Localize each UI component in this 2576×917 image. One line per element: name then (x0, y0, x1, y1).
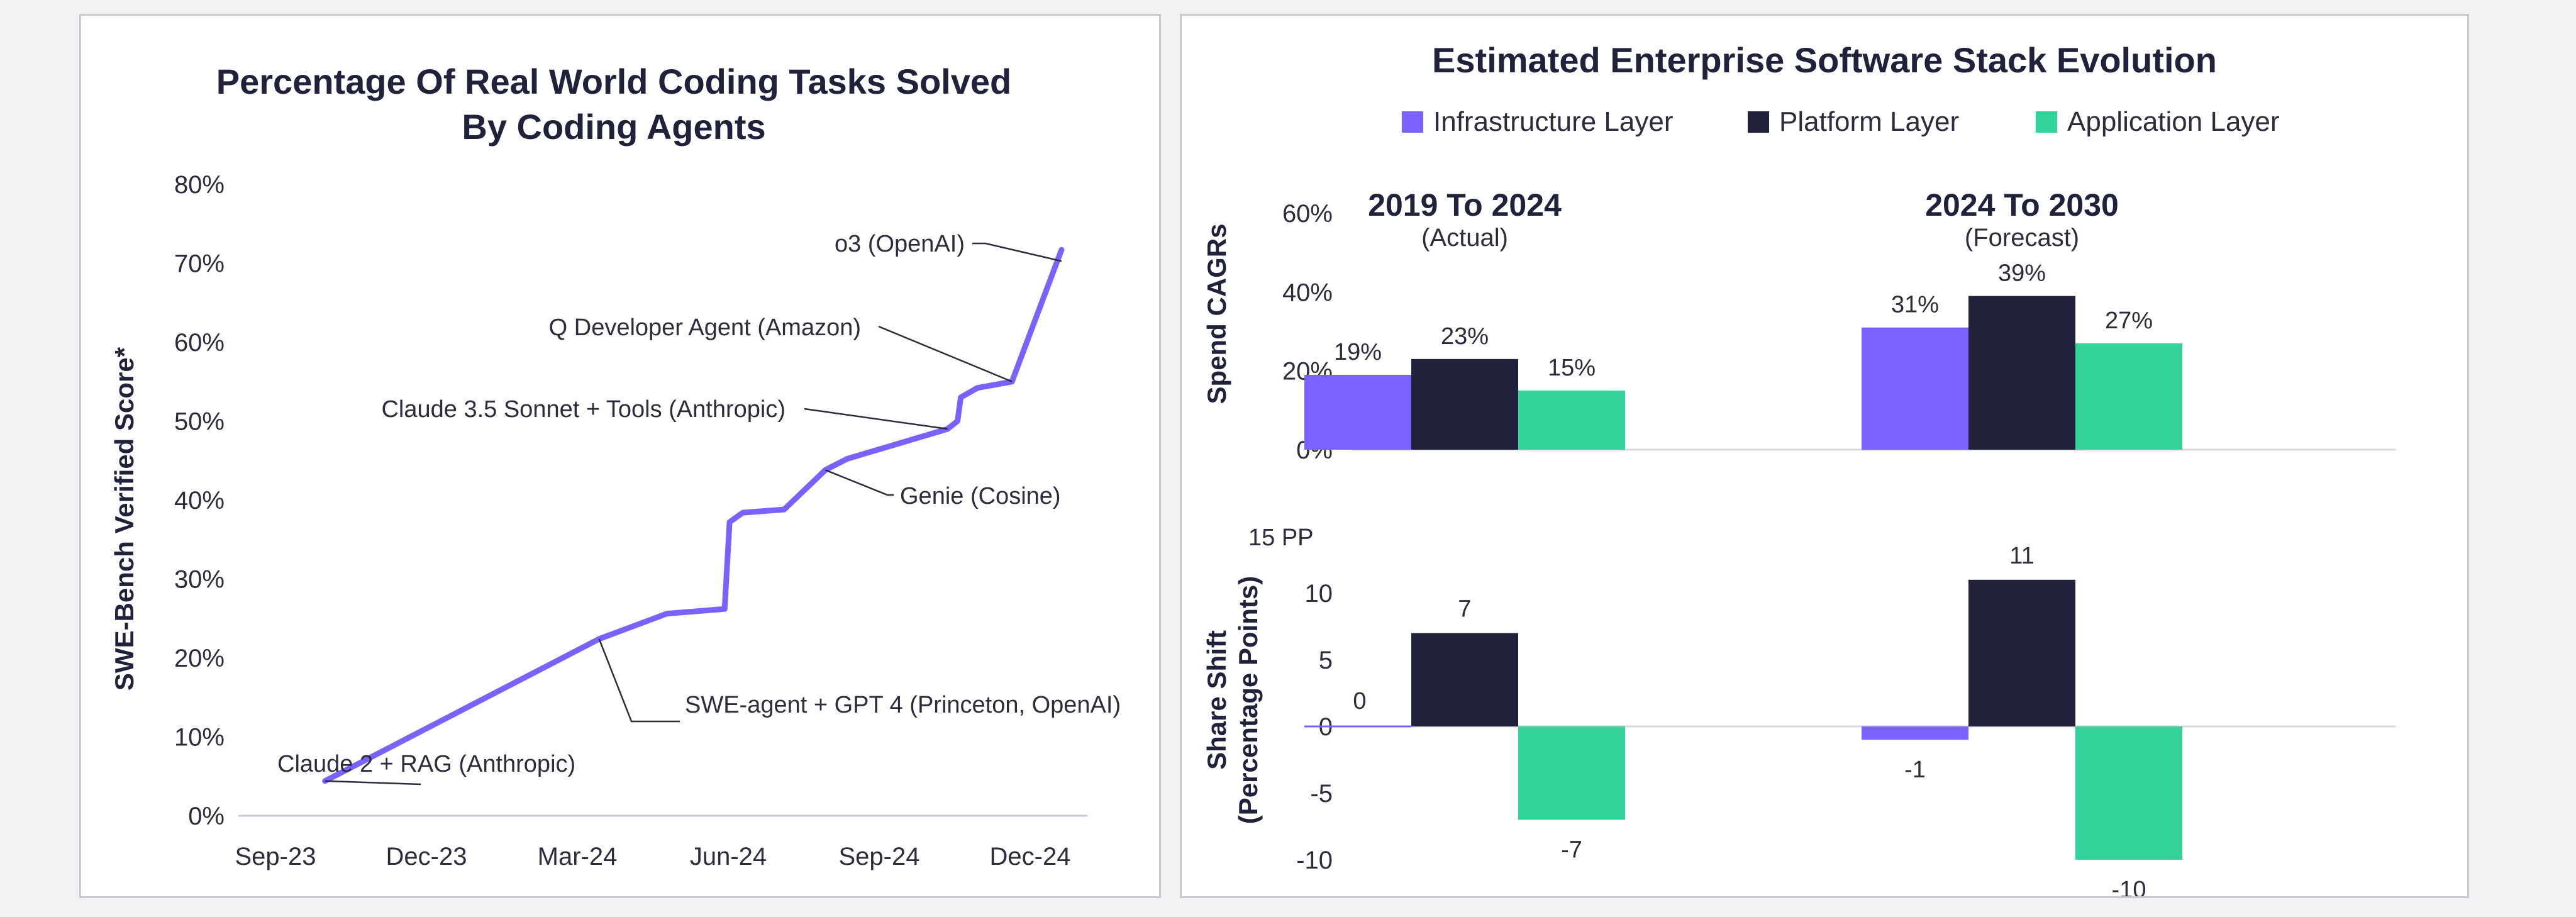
x-tick-label: Mar-24 (538, 843, 618, 870)
y-tick-label: 80% (174, 171, 225, 199)
bottom-bar (2075, 726, 2182, 860)
group-title: 2024 To 2030 (1925, 187, 2119, 223)
top-bar (1968, 296, 2075, 450)
bottom-bar (1518, 726, 1625, 820)
top-bar-label: 23% (1441, 323, 1489, 350)
group-subtitle: (Actual) (1421, 224, 1508, 252)
bottom-bar (1304, 725, 1411, 728)
top-bar-label: 27% (2105, 308, 2153, 334)
y-tick-label: 0% (188, 803, 225, 830)
top-bar (1304, 374, 1411, 450)
bottom-bar-label: 11 (2009, 543, 2034, 569)
legend-label: Application Layer (2067, 106, 2280, 137)
annotation-leader (824, 469, 894, 496)
top-bar-label: 15% (1548, 355, 1596, 381)
bottom-y-axis-label-line-2: (Percentage Points) (1233, 576, 1263, 824)
annotation-label: Q Developer Agent (Amazon) (549, 314, 861, 341)
top-y-tick-label: 40% (1282, 279, 1333, 306)
chart-title-line-2: By Coding Agents (462, 107, 765, 147)
bottom-y-tick-label: -10 (1296, 847, 1333, 874)
top-bar (1862, 327, 1968, 450)
software-stack-bar-chart: Estimated Enterprise Software Stack Evol… (1202, 40, 2396, 896)
y-tick-label: 30% (174, 566, 225, 594)
top-bar-label: 39% (1998, 260, 2046, 287)
bottom-bar-label: -7 (1561, 836, 1582, 863)
top-bar (2075, 343, 2182, 450)
legend-label: Infrastructure Layer (1433, 106, 1674, 137)
annotation-label: Claude 2 + RAG (Anthropic) (277, 751, 575, 777)
chart-title-line-1: Percentage Of Real World Coding Tasks So… (216, 62, 1011, 101)
y-tick-label: 50% (174, 408, 225, 436)
bottom-y-tick-label: -5 (1310, 780, 1333, 808)
x-tick-label: Sep-24 (839, 843, 920, 870)
top-bar-label: 19% (1334, 339, 1382, 365)
swe-bench-score-line (322, 247, 1065, 784)
coding-agents-line-chart: Percentage Of Real World Coding Tasks So… (109, 62, 1121, 870)
annotation-label: SWE-agent + GPT 4 (Princeton, OpenAI) (685, 692, 1121, 718)
chart-title: Estimated Enterprise Software Stack Evol… (1432, 40, 2217, 80)
x-tick-label: Dec-24 (990, 843, 1071, 870)
bottom-bar-label: -1 (1904, 757, 1926, 783)
top-bar (1518, 391, 1625, 450)
legend-swatch (1402, 111, 1423, 133)
bottom-bar (1411, 633, 1518, 726)
x-tick-label: Dec-23 (386, 843, 467, 870)
annotation-leader (325, 780, 421, 786)
annotation-leader (804, 408, 948, 430)
legend-label: Platform Layer (1779, 106, 1959, 137)
y-tick-label: 20% (174, 645, 225, 672)
bottom-bar-label: 7 (1458, 596, 1471, 623)
legend-swatch (1748, 111, 1769, 133)
y-tick-label: 10% (174, 724, 225, 752)
annotation-label: o3 (OpenAI) (835, 231, 965, 257)
annotation-leader (598, 638, 680, 723)
top-bar (1411, 358, 1518, 450)
y-tick-label: 70% (174, 250, 225, 278)
x-tick-label: Jun-24 (690, 843, 767, 870)
annotation-label: Genie (Cosine) (900, 483, 1061, 509)
y-axis-label: SWE-Bench Verified Score* (109, 347, 139, 691)
bottom-bar-label: 0 (1353, 688, 1366, 714)
top-y-axis-label: Spend CAGRs (1202, 223, 1231, 404)
annotation-leader (972, 242, 1062, 262)
bottom-bar (1862, 726, 1968, 740)
annotation-label: Claude 3.5 Sonnet + Tools (Anthropic) (381, 396, 786, 423)
coding-agents-chart-panel: Percentage Of Real World Coding Tasks So… (79, 14, 1161, 898)
top-y-tick-label: 60% (1282, 200, 1333, 228)
group-subtitle: (Forecast) (1965, 224, 2079, 252)
y-tick-label: 40% (174, 487, 225, 514)
bottom-bar-label: -10 (2112, 877, 2146, 896)
group-title: 2019 To 2024 (1368, 187, 1562, 223)
bottom-bar (1968, 579, 2075, 726)
bottom-y-tick-label: 5 (1319, 647, 1333, 674)
annotation-leader (878, 325, 1013, 382)
bottom-unit-label: 15 PP (1248, 525, 1314, 551)
top-bar-label: 31% (1891, 292, 1939, 318)
bottom-y-tick-label: 10 (1305, 580, 1333, 608)
software-stack-chart-panel: Estimated Enterprise Software Stack Evol… (1180, 14, 2469, 898)
x-tick-label: Sep-23 (235, 843, 316, 870)
legend-swatch (2036, 111, 2057, 133)
y-tick-label: 60% (174, 329, 225, 357)
bottom-y-axis-label-line-1: Share Shift (1202, 630, 1231, 770)
